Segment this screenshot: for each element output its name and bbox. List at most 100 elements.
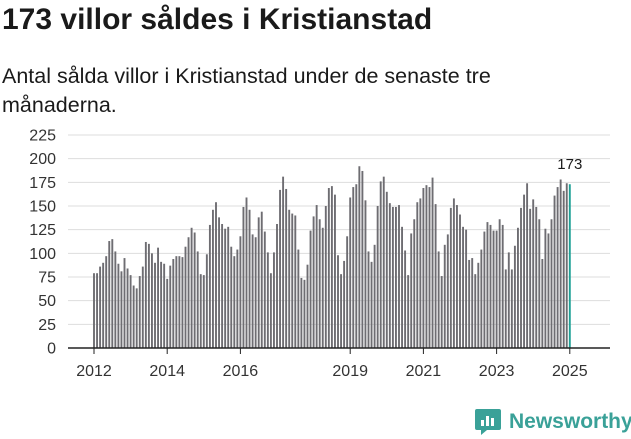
- y-axis-tick-labels: 0 25 50 75 100 125 150 175 200 225: [29, 128, 56, 358]
- brand-name: Newsworthy: [509, 410, 631, 433]
- bar: [486, 222, 489, 348]
- bar: [498, 219, 501, 348]
- bar: [343, 260, 346, 348]
- bar: [510, 269, 513, 348]
- y-tick-label: 25: [38, 317, 56, 334]
- bar: [144, 241, 147, 348]
- bar: [529, 208, 532, 348]
- bar: [379, 181, 382, 348]
- bar: [480, 249, 483, 348]
- bar: [105, 256, 108, 348]
- newsworthy-chart-bubble-icon: [475, 409, 501, 435]
- bar: [492, 230, 495, 348]
- bar: [279, 189, 281, 348]
- bar: [456, 205, 458, 348]
- y-tick-label: 175: [29, 175, 56, 192]
- bar: [340, 274, 342, 348]
- bar: [117, 263, 120, 348]
- bar: [263, 231, 266, 348]
- x-tick-label: 2016: [223, 363, 259, 380]
- bar: [459, 214, 461, 348]
- bar: [538, 219, 541, 348]
- bar: [166, 278, 169, 348]
- bar: [327, 188, 330, 348]
- bar: [242, 206, 245, 348]
- bar: [96, 273, 98, 348]
- bar: [99, 266, 102, 348]
- bar: [462, 226, 464, 348]
- bar: [224, 228, 227, 348]
- bar: [358, 166, 361, 348]
- bar: [520, 207, 522, 348]
- bar: [254, 237, 257, 348]
- bar: [526, 183, 529, 348]
- bar: [556, 187, 559, 348]
- bar: [471, 258, 474, 348]
- subtitle: Antal sålda villor i Kristianstad under …: [2, 64, 491, 117]
- bar: [477, 262, 480, 348]
- bar: [154, 262, 156, 348]
- bar: [227, 226, 230, 348]
- x-tick-label: 2019: [332, 363, 368, 380]
- bar: [370, 261, 373, 348]
- bar: [324, 206, 327, 348]
- bar: [187, 237, 190, 348]
- bar: [388, 203, 391, 348]
- bar: [395, 206, 397, 348]
- bar: [233, 256, 236, 348]
- bar: [535, 206, 538, 348]
- bar: [175, 256, 178, 348]
- bar: [300, 277, 303, 348]
- newsworthy-logo[interactable]: Newsworthy: [475, 406, 631, 438]
- bar: [361, 170, 364, 348]
- bar: [523, 194, 525, 348]
- bar: [291, 213, 294, 348]
- bar: [157, 247, 159, 348]
- bar: [285, 188, 288, 348]
- bar: [410, 233, 413, 348]
- bar: [468, 259, 471, 348]
- bar: [507, 252, 510, 348]
- bar: [151, 253, 153, 348]
- bar: [123, 258, 126, 348]
- bar: [513, 245, 516, 348]
- bar: [489, 224, 492, 348]
- bar: [190, 227, 193, 348]
- y-tick-label: 50: [38, 293, 56, 310]
- bar: [407, 275, 410, 348]
- bar: [364, 200, 367, 348]
- bar: [382, 176, 385, 348]
- bar: [532, 199, 535, 348]
- bar: [108, 241, 111, 348]
- bar: [553, 195, 556, 348]
- bar: [196, 251, 199, 348]
- y-tick-label: 150: [29, 199, 56, 216]
- bar: [276, 223, 278, 348]
- bar: [282, 176, 285, 348]
- bar: [443, 244, 446, 348]
- bar: [147, 243, 150, 348]
- bar: [541, 259, 544, 348]
- bar: [193, 232, 196, 348]
- bar: [303, 279, 306, 348]
- bar: [337, 255, 339, 348]
- bar: [452, 198, 455, 348]
- bar: [495, 230, 498, 348]
- bar: [517, 227, 519, 348]
- bar: [221, 223, 224, 348]
- y-tick-label: 75: [38, 270, 56, 287]
- bar: [413, 219, 416, 348]
- bar: [474, 274, 477, 348]
- bar: [239, 236, 242, 348]
- bar: [236, 249, 239, 348]
- x-axis: 2012 2014 2016 2019 2021 2023 2025: [68, 347, 610, 380]
- bar: [202, 275, 205, 348]
- bar: [437, 251, 440, 348]
- bar: [102, 262, 105, 348]
- bar: [404, 250, 407, 348]
- bar: [93, 273, 95, 348]
- bar: [208, 224, 211, 348]
- bar: [391, 206, 394, 348]
- bar: [215, 202, 217, 348]
